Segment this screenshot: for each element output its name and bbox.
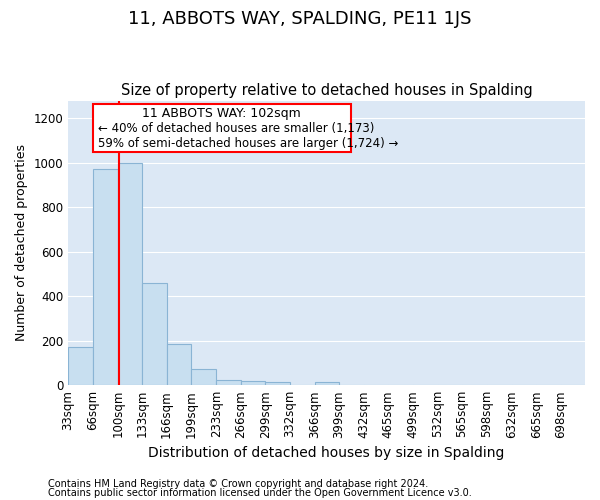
X-axis label: Distribution of detached houses by size in Spalding: Distribution of detached houses by size … — [148, 446, 505, 460]
Bar — [216, 380, 241, 385]
Text: 59% of semi-detached houses are larger (1,724) →: 59% of semi-detached houses are larger (… — [98, 137, 398, 150]
Bar — [92, 170, 118, 385]
Bar — [265, 382, 290, 385]
Title: Size of property relative to detached houses in Spalding: Size of property relative to detached ho… — [121, 83, 532, 98]
Bar — [167, 344, 191, 385]
Bar — [241, 380, 265, 385]
Text: Contains HM Land Registry data © Crown copyright and database right 2024.: Contains HM Land Registry data © Crown c… — [48, 479, 428, 489]
Bar — [191, 368, 216, 385]
Text: 11 ABBOTS WAY: 102sqm: 11 ABBOTS WAY: 102sqm — [142, 106, 301, 120]
Bar — [315, 382, 339, 385]
Text: 11, ABBOTS WAY, SPALDING, PE11 1JS: 11, ABBOTS WAY, SPALDING, PE11 1JS — [128, 10, 472, 28]
FancyBboxPatch shape — [92, 104, 351, 152]
Bar — [118, 163, 142, 385]
Bar — [142, 283, 167, 385]
Text: ← 40% of detached houses are smaller (1,173): ← 40% of detached houses are smaller (1,… — [98, 122, 374, 135]
Text: Contains public sector information licensed under the Open Government Licence v3: Contains public sector information licen… — [48, 488, 472, 498]
Bar — [68, 348, 92, 385]
Y-axis label: Number of detached properties: Number of detached properties — [15, 144, 28, 342]
